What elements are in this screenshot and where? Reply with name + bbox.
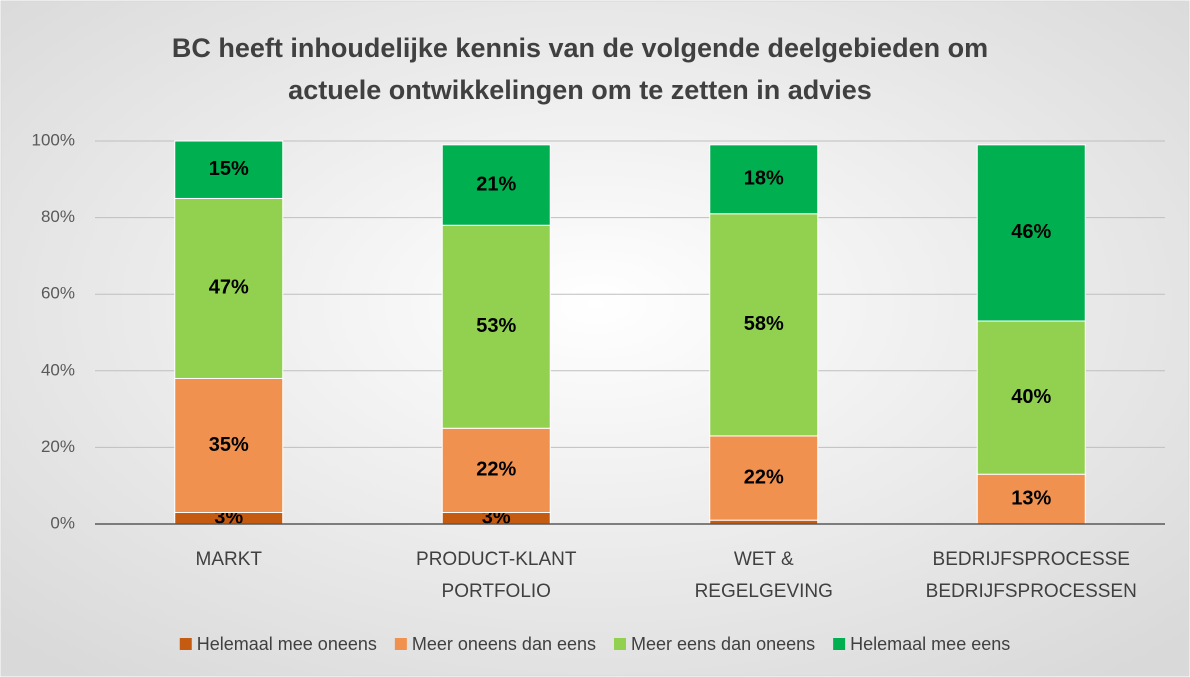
data-label: 15% bbox=[209, 158, 249, 180]
y-tick-label: 60% bbox=[41, 284, 75, 303]
data-label: 22% bbox=[476, 459, 516, 481]
data-label: 53% bbox=[476, 315, 516, 337]
bar-segment bbox=[976, 144, 1086, 322]
legend-swatch bbox=[179, 638, 192, 650]
chart-title: actuele ontwikkelingen om te zetten in a… bbox=[288, 75, 872, 105]
y-tick-label: 20% bbox=[41, 437, 75, 456]
legend-label: Meer oneens dan eens bbox=[412, 634, 596, 654]
y-tick-label: 80% bbox=[41, 207, 75, 226]
legend-label: Helemaal mee oneens bbox=[197, 634, 377, 654]
x-tick-label: WET & REGELGEVING bbox=[695, 549, 833, 602]
data-label: 47% bbox=[209, 277, 249, 299]
bar-segment bbox=[709, 213, 819, 437]
bar-segment bbox=[441, 427, 551, 514]
data-label: 40% bbox=[1011, 386, 1051, 408]
y-tick-label: 100% bbox=[32, 130, 75, 149]
bar-segment bbox=[441, 224, 551, 429]
data-label: 35% bbox=[209, 434, 249, 456]
x-tick-label: MARKT bbox=[196, 549, 263, 570]
y-tick-label: 40% bbox=[41, 360, 75, 379]
legend-label: Helemaal mee eens bbox=[850, 634, 1010, 654]
legend-label: Meer eens dan oneens bbox=[631, 634, 815, 654]
legend-swatch bbox=[833, 638, 846, 650]
data-label: 18% bbox=[744, 168, 784, 190]
data-label: 22% bbox=[744, 466, 784, 488]
y-tick-label: 0% bbox=[50, 513, 75, 532]
bar-segment bbox=[709, 144, 819, 215]
bar-segment bbox=[709, 435, 819, 521]
data-label: 58% bbox=[744, 313, 784, 335]
x-tick-label: PRODUCT-KLANT PORTFOLIO bbox=[416, 549, 577, 602]
data-label: 21% bbox=[476, 173, 516, 195]
bar-segment bbox=[441, 144, 551, 226]
data-label: 13% bbox=[1011, 487, 1051, 509]
bar-segment bbox=[976, 320, 1086, 475]
legend-swatch bbox=[394, 638, 407, 650]
data-label: 46% bbox=[1011, 221, 1051, 243]
legend-swatch bbox=[614, 638, 627, 650]
legend: Helemaal mee oneens Meer oneens dan eens M… bbox=[179, 634, 1010, 654]
bar-segment bbox=[174, 140, 284, 199]
x-tick-label: BEDRIJFSPROCESSE BEDRIJFSPROCESSEN bbox=[926, 549, 1137, 602]
chart-title: BC heeft inhoudelijke kennis van de volg… bbox=[172, 33, 988, 63]
